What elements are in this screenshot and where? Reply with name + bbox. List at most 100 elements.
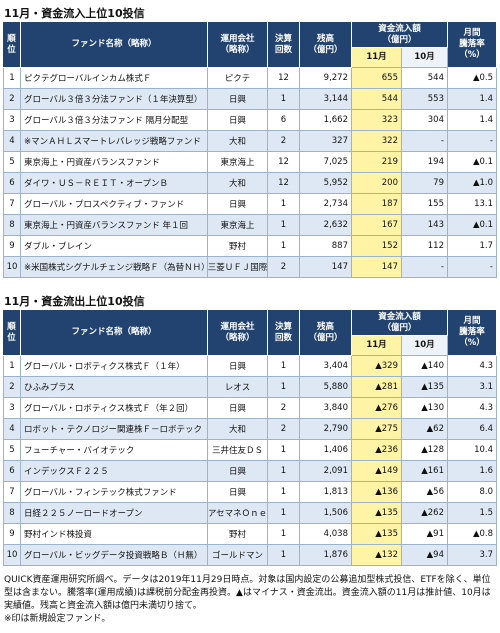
table-title: 11月・資金流出上位10投信 xyxy=(4,295,145,308)
header-text: 騰落率 xyxy=(459,327,485,337)
table-title: 11月・資金流入上位10投信 xyxy=(4,7,145,20)
table-cell: 887 xyxy=(300,236,352,257)
table-cell: 147 xyxy=(352,257,402,278)
table-cell: 112 xyxy=(402,236,448,257)
header-text: 位 xyxy=(7,332,16,343)
table-cell: 三井住友ＤＳ xyxy=(208,440,268,461)
header-text: 資金流入額 xyxy=(378,311,421,322)
header-text: （億円） xyxy=(308,44,343,55)
header-text: （億円） xyxy=(382,34,417,45)
table-cell: ピクテ xyxy=(208,68,268,89)
header-text: 11月 xyxy=(366,52,387,62)
table-cell: 東京海上・円資産バランスファンド xyxy=(21,152,208,173)
table-cell: 4,038 xyxy=(300,524,352,545)
table-cell: 544 xyxy=(402,68,448,89)
header-text: 資金流入額 xyxy=(378,23,421,34)
table-cell: グローバル・フィンテック株式ファンド xyxy=(21,482,208,503)
header-cell: 月間 騰落率 （%） xyxy=(448,310,497,356)
table-cell: 1.6 xyxy=(448,461,497,482)
table-cell: 155 xyxy=(402,194,448,215)
table-cell: 大和 xyxy=(208,131,268,152)
table-cell: 1 xyxy=(268,89,300,110)
table-cell: 147 xyxy=(300,257,352,278)
header-text: ファンド名称（略称） xyxy=(71,327,157,337)
header-text: 運用会社 xyxy=(220,321,255,332)
table-cell: グローバル３倍３分法ファンド 隔月分配型 xyxy=(21,110,208,131)
table-cell: 6.4 xyxy=(448,419,497,440)
table-cell: - xyxy=(402,257,448,278)
table-cell: 2 xyxy=(268,131,300,152)
table-cell: 3,404 xyxy=(300,356,352,377)
table-cell: ▲0.5 xyxy=(448,68,497,89)
table-cell: 7 xyxy=(3,482,21,503)
table-cell: 1 xyxy=(3,68,21,89)
table-cell: ▲135 xyxy=(352,524,402,545)
header-text: 残高 xyxy=(316,33,334,44)
table-cell: 2 xyxy=(268,257,300,278)
table-cell: 野村インド株投資 xyxy=(21,524,208,545)
table-cell: ※マンＡＨＬスマートレバレッジ戦略ファンド xyxy=(21,131,208,152)
table-cell: 1,662 xyxy=(300,110,352,131)
table-cell: 日経２２５ノーロードオープン xyxy=(21,503,208,524)
table-cell: 2,790 xyxy=(300,419,352,440)
table-cell: 1 xyxy=(268,377,300,398)
table-cell: ▲132 xyxy=(352,545,402,566)
table-cell: ▲0.8 xyxy=(448,524,497,545)
notes: QUICK資産運用研究所調べ。データは2019年11月29日時点。対象は国内設定… xyxy=(4,574,496,626)
table-cell: 3,840 xyxy=(300,398,352,419)
table-cell: グローバル・ビッグデータ投資戦略Ｂ（Ｈ無） xyxy=(21,545,208,566)
header-text: （略称） xyxy=(220,332,255,343)
table-cell: 日興 xyxy=(208,398,268,419)
table-cell: 327 xyxy=(300,131,352,152)
header-cell: 10月 xyxy=(402,336,448,356)
table-cell: 1 xyxy=(268,524,300,545)
table-cell: ▲130 xyxy=(402,398,448,419)
table-cell: 野村 xyxy=(208,524,268,545)
table-cell: 6 xyxy=(268,110,300,131)
table-cell: 323 xyxy=(352,110,402,131)
table-cell: ピクテグローバルインカム株式Ｆ xyxy=(21,68,208,89)
header-cell: 決算 回数 xyxy=(268,310,300,356)
table-cell: ▲128 xyxy=(402,440,448,461)
table-cell: 大和 xyxy=(208,173,268,194)
table-cell: 219 xyxy=(352,152,402,173)
table-cell: 2,091 xyxy=(300,461,352,482)
table-cell: 1 xyxy=(3,356,21,377)
table-cell: ▲281 xyxy=(352,377,402,398)
table-cell: 東京海上 xyxy=(208,152,268,173)
table-cell: 13.1 xyxy=(448,194,497,215)
table-cell: 野村 xyxy=(208,236,268,257)
table-cell: 1,813 xyxy=(300,482,352,503)
table-cell: 5,880 xyxy=(300,377,352,398)
table-cell: ▲276 xyxy=(352,398,402,419)
table-cell: 2 xyxy=(268,398,300,419)
header-cell: 運用会社 （略称） xyxy=(208,22,268,68)
table-cell: ▲135 xyxy=(402,377,448,398)
table-cell: ※米国株式シグナルチェンジ戦略Ｆ（為替ＮＨ） xyxy=(21,257,208,278)
table-cell: ▲262 xyxy=(402,503,448,524)
header-cell: 残高 （億円） xyxy=(300,22,352,68)
table-cell: 5 xyxy=(3,152,21,173)
table-cell: ▲56 xyxy=(402,482,448,503)
table-cell: 187 xyxy=(352,194,402,215)
table-cell: 1.4 xyxy=(448,110,497,131)
header-text: 11月 xyxy=(366,340,387,350)
table-cell: 8.0 xyxy=(448,482,497,503)
header-cell: 11月 xyxy=(352,48,402,68)
table-cell: ▲1.0 xyxy=(448,173,497,194)
table-cell: 1 xyxy=(268,461,300,482)
table-cell: 東京海上 xyxy=(208,215,268,236)
table-cell: - xyxy=(448,131,497,152)
table-cell: 日興 xyxy=(208,482,268,503)
table-cell: 200 xyxy=(352,173,402,194)
header-text: （略称） xyxy=(220,44,255,55)
table-cell: 2,734 xyxy=(300,194,352,215)
table-cell: 3 xyxy=(3,110,21,131)
table-cell: 8 xyxy=(3,215,21,236)
table-cell: 5,952 xyxy=(300,173,352,194)
table-cell: 1 xyxy=(268,482,300,503)
header-text: 決算 xyxy=(274,33,292,44)
header-text: （億円） xyxy=(382,322,417,333)
header-cell: 月間 騰落率 （%） xyxy=(448,22,497,68)
